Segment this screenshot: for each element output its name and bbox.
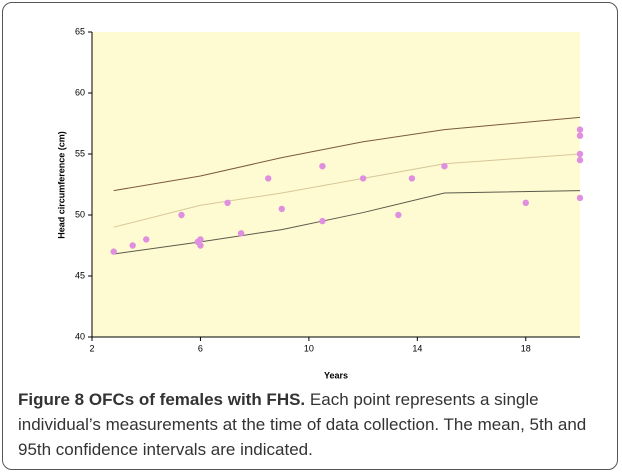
y-tick-label: 55 (75, 148, 85, 158)
y-tick-label: 50 (75, 209, 85, 219)
line (113, 116, 581, 192)
x-axis-label: Years (324, 370, 348, 380)
point (129, 242, 136, 249)
point (224, 199, 231, 206)
point (576, 156, 584, 164)
point (319, 163, 326, 170)
x-tick-label: 10 (304, 343, 314, 353)
point (278, 205, 285, 213)
point (395, 211, 402, 219)
y-tick-label: 45 (75, 270, 85, 280)
point (576, 194, 584, 202)
point (265, 175, 272, 182)
y-tick-label: 40 (75, 331, 85, 341)
point (522, 199, 529, 206)
point (576, 150, 584, 158)
figure-frame (2, 2, 618, 470)
point (576, 132, 584, 139)
point (197, 242, 204, 249)
point (143, 236, 150, 243)
point (110, 248, 117, 255)
caption: Figure 8 OFCs of females with FHS. Each … (18, 387, 608, 462)
x-tick-label: 6 (198, 343, 203, 353)
point (319, 217, 326, 225)
point (237, 230, 245, 237)
y-axis-label: Head circumference (cm) (56, 131, 66, 239)
point (178, 211, 185, 219)
x-tick-label: 14 (412, 343, 422, 353)
point (576, 126, 584, 133)
x-tick-label: 2 (89, 343, 94, 353)
caption-label: Figure 8 OFCs of females with FHS. (18, 390, 306, 409)
point (441, 163, 448, 170)
chart: Head circumference (cm) Years 40 45 50 55 60… (56, 26, 584, 380)
y-tick-label: 60 (75, 87, 85, 97)
line (113, 153, 581, 228)
point (197, 236, 204, 243)
point (408, 175, 416, 182)
plot-background (92, 32, 580, 337)
y-tick-label: 65 (75, 26, 85, 36)
x-tick-label: 18 (521, 343, 531, 353)
caption-text: Each point represents a single individua… (18, 390, 587, 459)
point (359, 175, 367, 182)
